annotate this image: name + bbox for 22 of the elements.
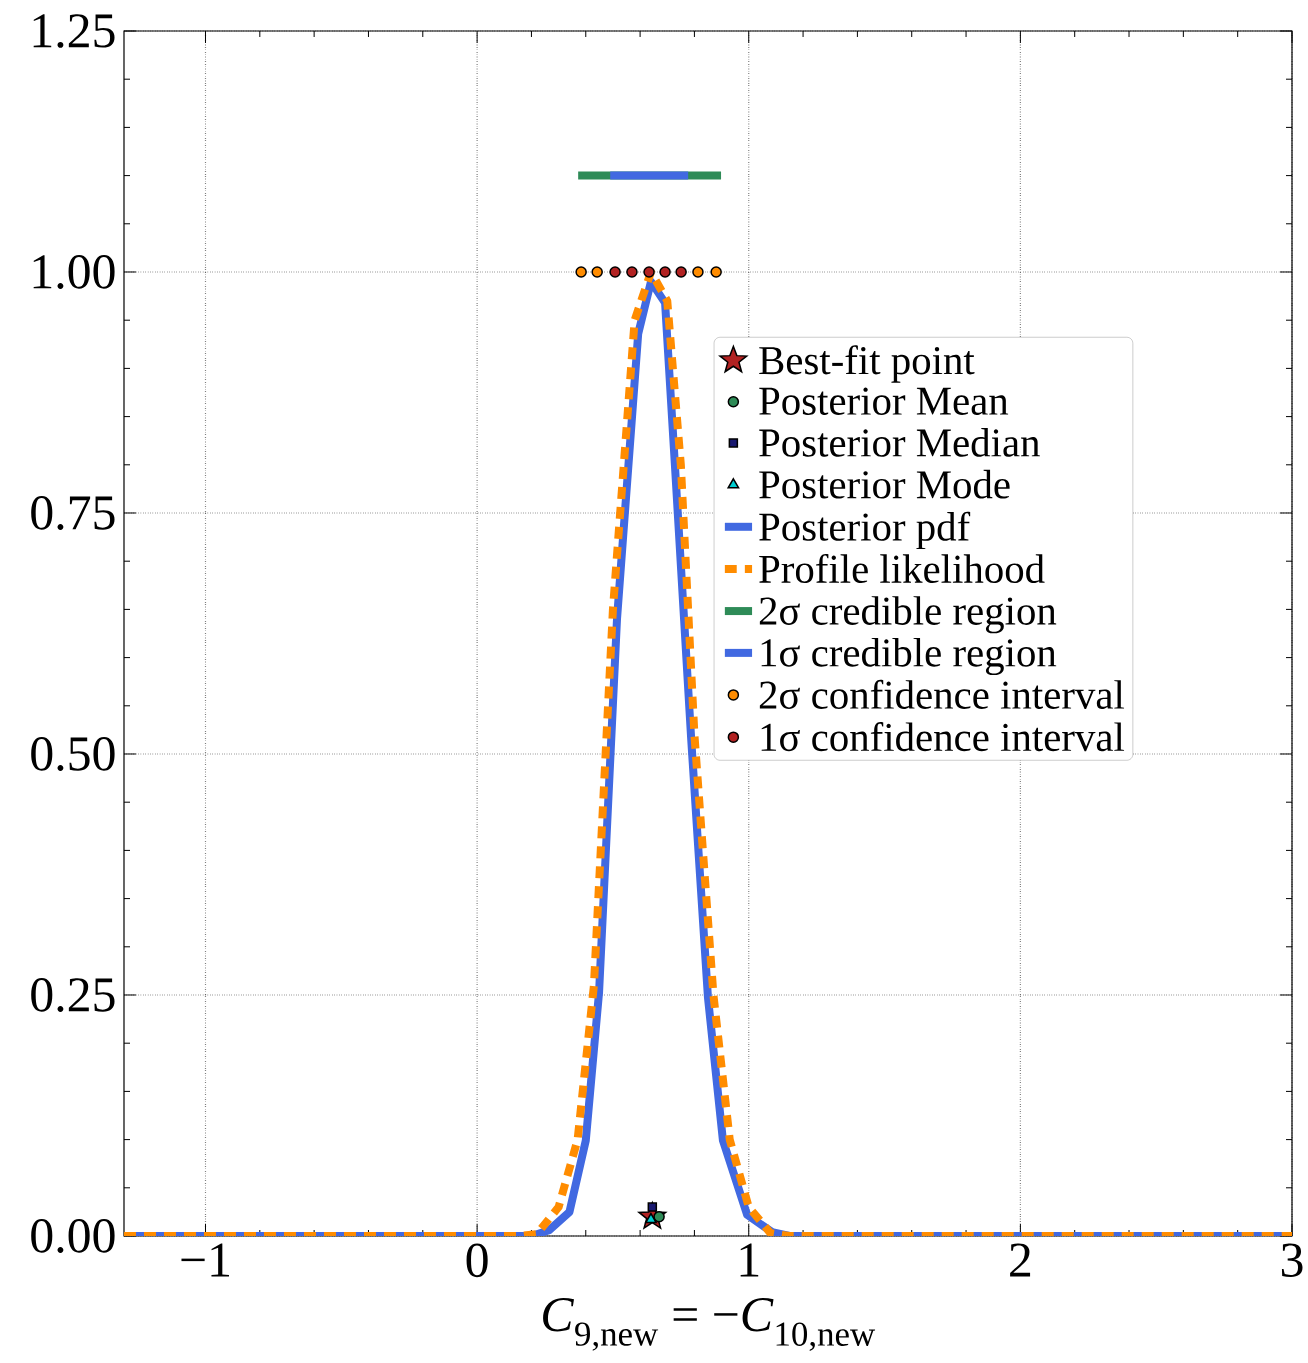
x-tick-label: 3	[1281, 1243, 1303, 1277]
y-tick-label: 0.75	[31, 496, 115, 530]
legend-label: Posterior Median	[759, 428, 1040, 457]
y-tick-label: 0.50	[31, 737, 115, 771]
legend-label: 1σ credible region	[761, 637, 1057, 676]
x-tick-label: −1	[181, 1243, 229, 1277]
y-tick-label: 1.00	[33, 255, 115, 289]
legend-label: 2σ confidence interval	[759, 679, 1125, 709]
legend-label: 1σ confidence interval	[761, 722, 1125, 752]
legend-label: Best-fit point	[759, 345, 975, 383]
x-tick-label: 0	[466, 1243, 488, 1278]
legend-label: 2σ credible region	[759, 596, 1057, 634]
x-tick-label: 2	[1010, 1243, 1031, 1277]
y-tick-label: 0.00	[31, 1219, 115, 1253]
legend-label: Profile likelihood	[759, 553, 1045, 584]
x-tick-label: 1	[740, 1243, 759, 1277]
legend-label: Posterior pdf	[759, 511, 971, 550]
legend-label: Posterior Mean	[759, 387, 1009, 415]
x-axis-title: C$_{9,new}$ = −C$_{10,new}$	[543, 1297, 876, 1351]
y-tick-label: 1.25	[33, 14, 115, 48]
legend-label: Posterior Mode	[759, 469, 1010, 499]
y-tick-label: 0.25	[31, 978, 115, 1012]
